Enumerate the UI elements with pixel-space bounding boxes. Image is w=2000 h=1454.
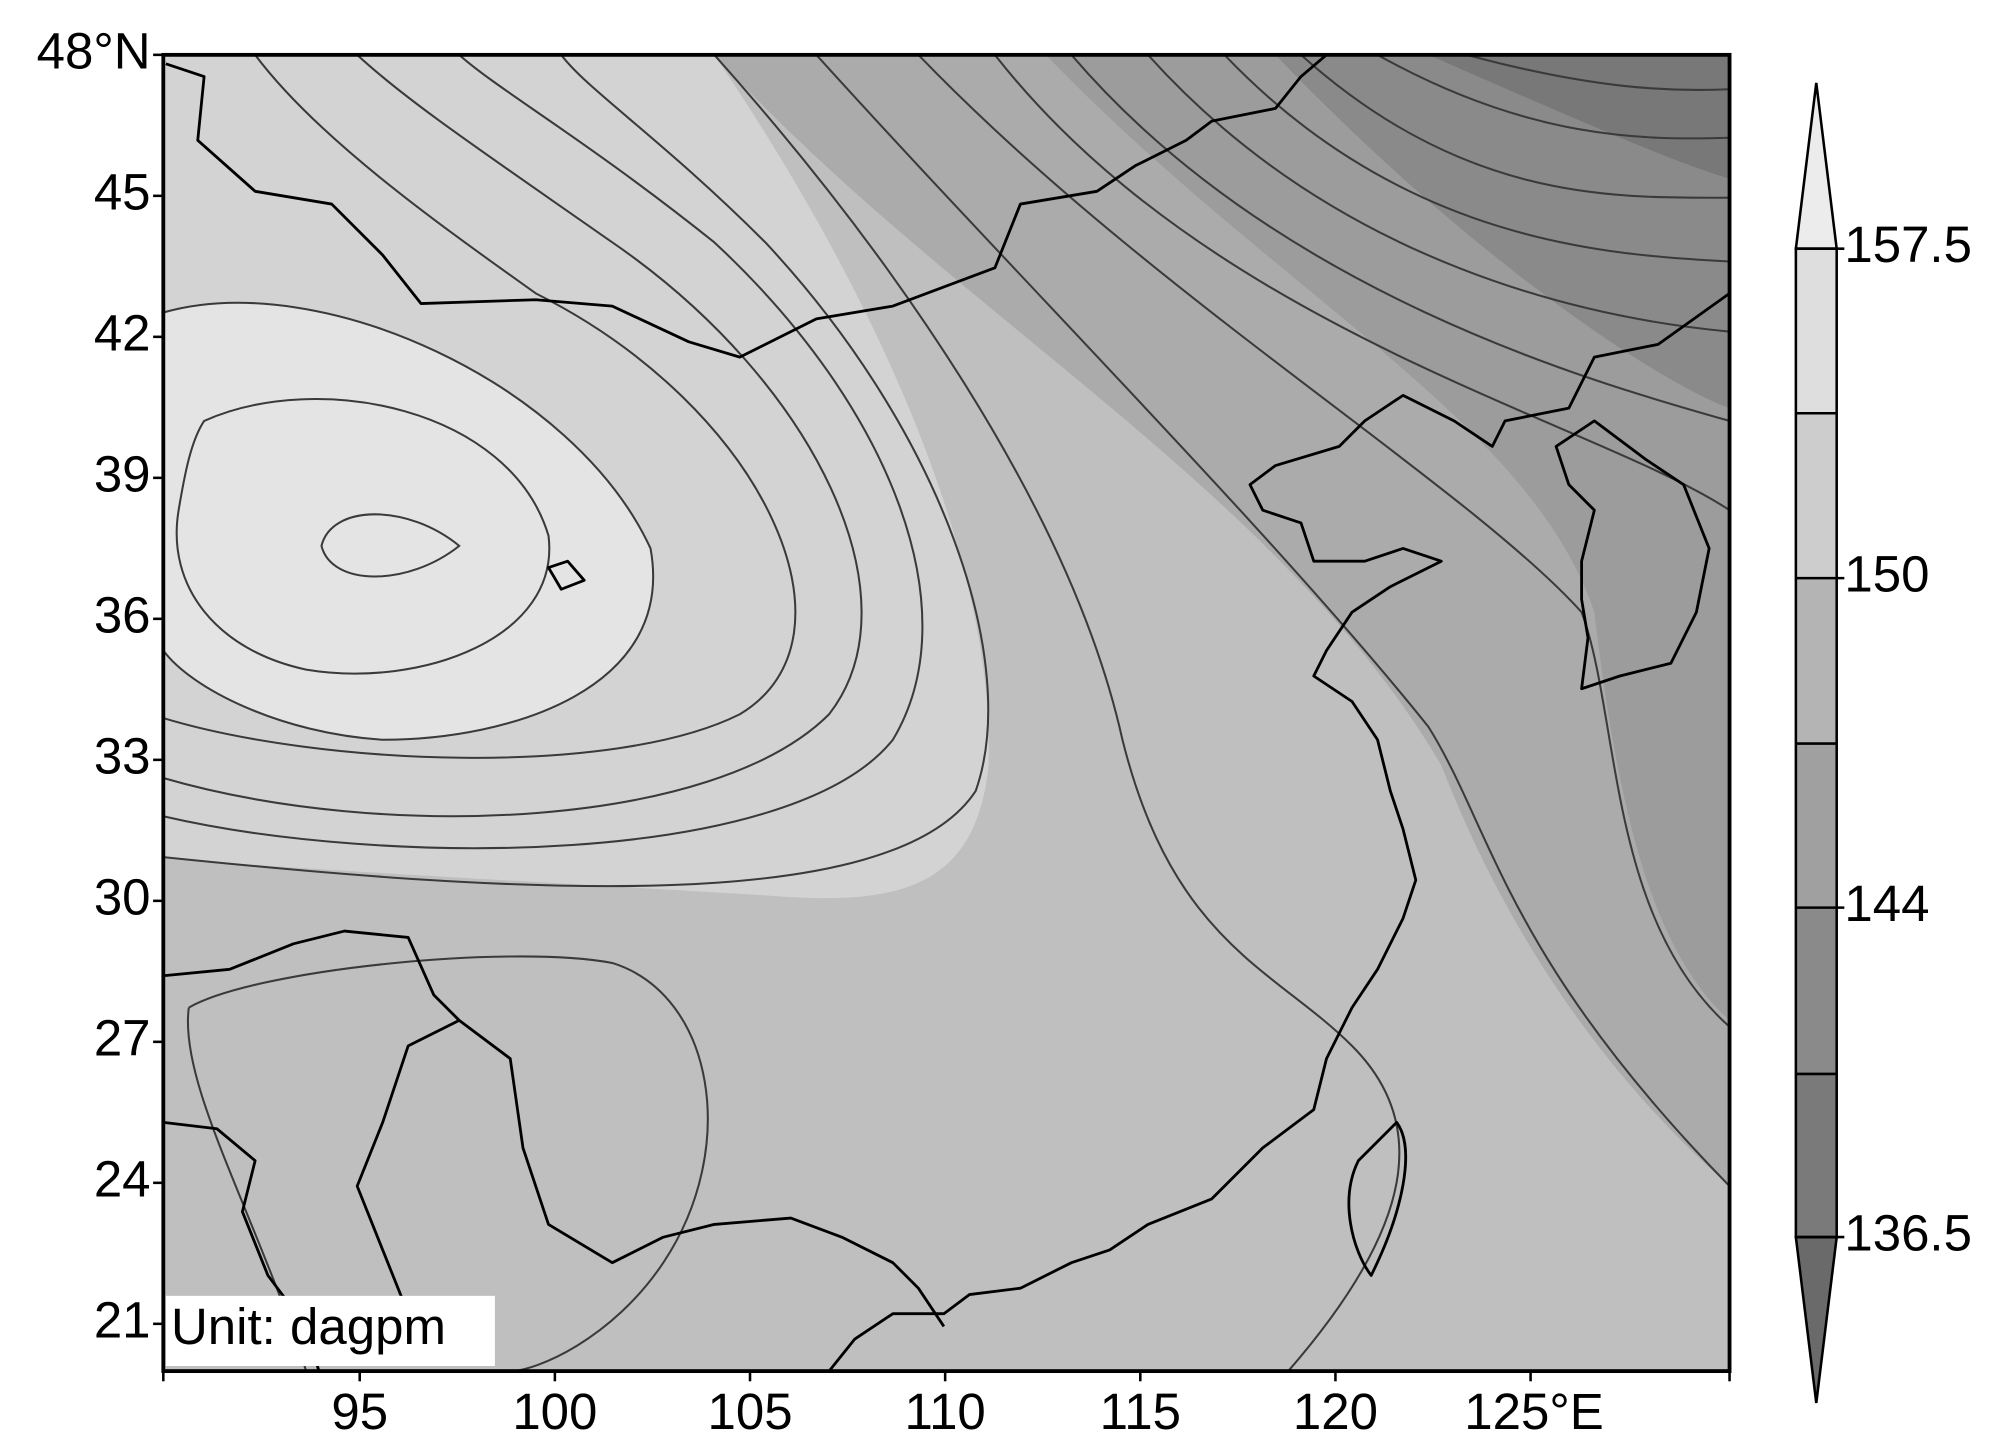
y-tick-label: 45 (94, 163, 151, 220)
colorbar-segment (1795, 577, 1837, 744)
unit-label: Unit: dagpm (171, 1298, 446, 1355)
border-line (163, 929, 946, 1328)
contour-line (1223, 54, 1730, 263)
unit-label-box (165, 1295, 495, 1366)
colorbar-segment (1795, 908, 1837, 1074)
colorbar-segment (1795, 413, 1837, 578)
island (1347, 1120, 1408, 1277)
shade-band (163, 302, 654, 740)
shade-band (1275, 54, 1730, 409)
colorbar-extend-top (1794, 82, 1839, 250)
contour-line (320, 513, 461, 578)
x-tick-label: 110 (904, 1383, 985, 1440)
contour-line (1466, 54, 1730, 92)
x-tick-label: 100 (512, 1383, 597, 1440)
y-tick-label: 39 (94, 445, 151, 502)
y-tick-label: 33 (94, 727, 151, 784)
y-tick-label: 21 (94, 1291, 151, 1348)
x-tick-label: 105 (707, 1383, 792, 1440)
contour-line (163, 54, 990, 888)
contour-line (163, 54, 797, 759)
x-tick-label: 115 (1100, 1383, 1181, 1440)
y-tick-label: 42 (94, 304, 151, 361)
contour-line (1300, 54, 1730, 199)
contour-line (1377, 54, 1730, 140)
colorbar-label: 136.5 (1844, 1205, 1972, 1262)
x-tick-label: 95 (331, 1383, 388, 1440)
contour-line (1147, 54, 1730, 333)
shade-band (1428, 54, 1730, 179)
coastline (1554, 419, 1711, 691)
x-tick-label: 120 (1293, 1383, 1378, 1440)
colorbar-segment (1795, 1073, 1837, 1238)
coastline (827, 292, 1730, 1372)
colorbar (1794, 82, 1839, 1404)
colorbar-label: 150 (1844, 546, 1929, 603)
contour-line (163, 54, 863, 818)
y-tick-label: 30 (94, 868, 151, 925)
y-tick-label: 24 (94, 1150, 151, 1207)
contour-line (163, 301, 654, 741)
colorbar-segment (1795, 743, 1837, 909)
y-tick-label: 48°N (37, 22, 151, 79)
colorbar-label: 144 (1844, 875, 1929, 932)
y-tick-label: 36 (94, 586, 151, 643)
contour-line (175, 398, 551, 675)
contour-line (188, 955, 709, 1372)
colorbar-extend-bottom (1794, 1235, 1839, 1404)
colorbar-segment (1795, 248, 1837, 414)
map-area (163, 54, 1730, 1372)
contour-line (713, 54, 1401, 1372)
contour-line (917, 54, 1730, 1028)
contour-line (163, 54, 924, 850)
contour-line (1070, 54, 1730, 422)
lake (547, 559, 586, 591)
x-tick-label: 125°E (1464, 1383, 1604, 1440)
y-tick-label: 27 (94, 1009, 151, 1066)
colorbar-divider (1795, 411, 1837, 1076)
colorbar-label: 157.5 (1844, 216, 1972, 273)
contour-line (994, 54, 1730, 512)
border-line (165, 54, 1328, 359)
